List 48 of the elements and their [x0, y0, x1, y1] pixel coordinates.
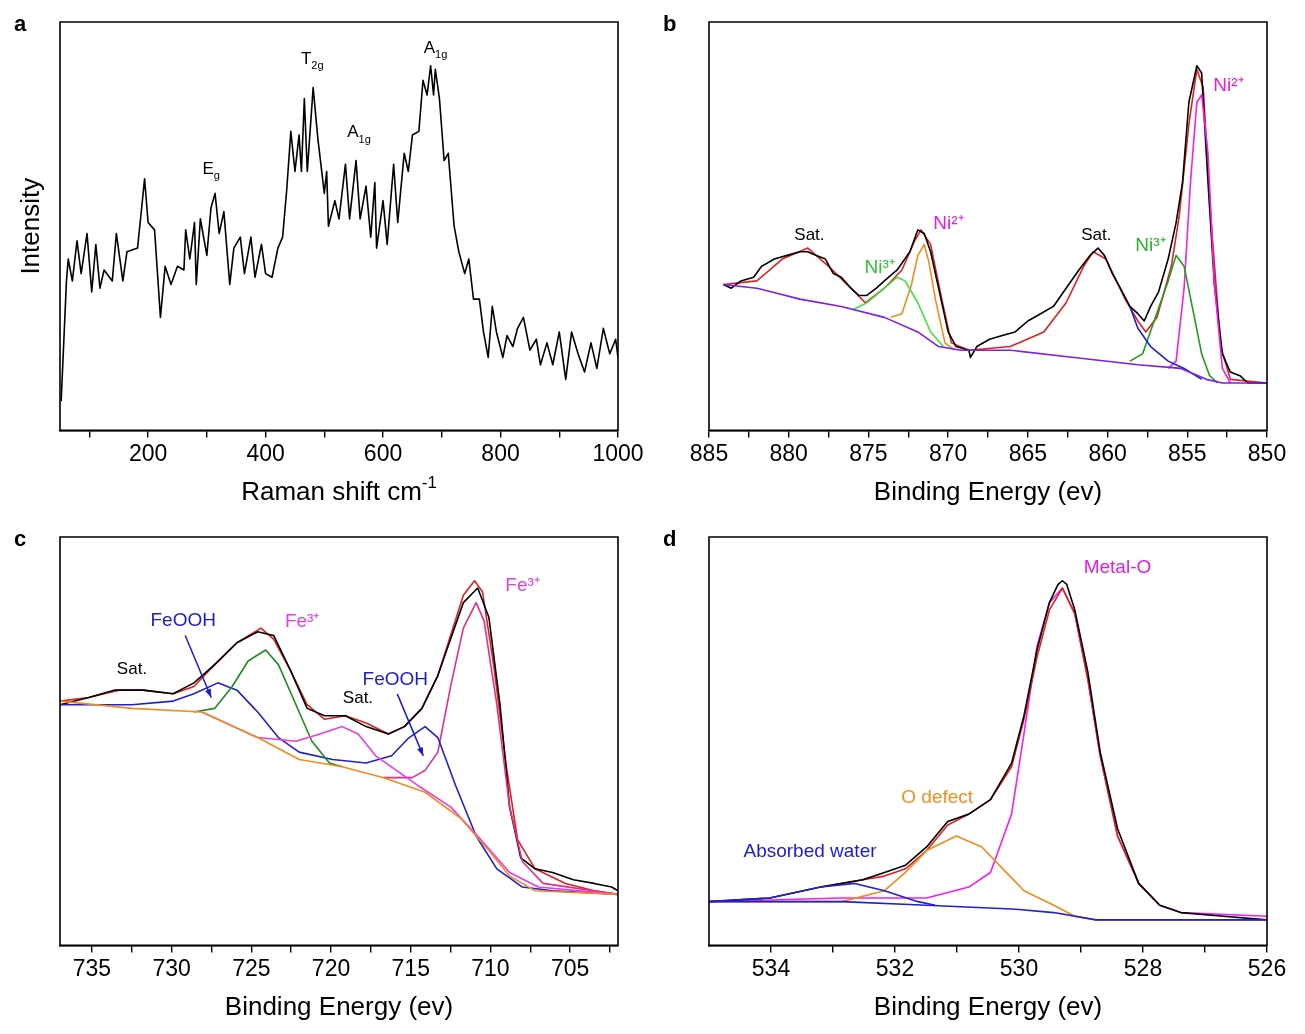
x-tick-label: 865 [1008, 439, 1048, 466]
x-tick-label: 710 [471, 954, 510, 981]
y-axis-title: Intensity [15, 177, 46, 275]
annotation: FeOOH [150, 609, 216, 631]
annotation: Sat. [1081, 224, 1112, 244]
x-tick-label: 880 [769, 439, 808, 466]
x-tick-label: 532 [875, 954, 915, 981]
annotation: Absorbed water [743, 840, 878, 862]
chart-title: c [14, 526, 27, 552]
chart-title: d [663, 526, 677, 552]
x-tick-label: 850 [1247, 439, 1287, 466]
annotation: Ni²⁺ [933, 212, 964, 234]
x-tick-label: 1000 [592, 439, 644, 466]
x-tick-label: 200 [128, 439, 168, 466]
x-tick-label: 860 [1088, 439, 1127, 466]
x-tick-label: 715 [391, 954, 430, 981]
annotation: FeOOH [362, 667, 428, 689]
annotation: Ni³⁺ [1135, 234, 1166, 256]
x-tick-label: 885 [689, 439, 729, 466]
annotation: Sat. [794, 224, 825, 244]
text: Metal-O [1083, 555, 1152, 577]
x-tick-label: 530 [999, 954, 1039, 981]
annotation: Ni³⁺ [864, 255, 895, 277]
x-axis-title: Binding Energy (ev) [224, 991, 454, 1022]
annotation: Fe³⁺ [284, 610, 320, 632]
x-tick-label: 400 [246, 439, 285, 466]
x-axis-title: Binding Energy (ev) [873, 476, 1103, 507]
annotation: O defect [901, 785, 974, 807]
annotation: Sat. [342, 688, 374, 708]
x-tick-label: 705 [550, 954, 590, 981]
chart-title: a [14, 11, 27, 37]
x-tick-label: 875 [849, 439, 888, 466]
x-tick-label: 855 [1168, 439, 1207, 466]
x-tick-label: 528 [1123, 954, 1163, 981]
x-tick-label: 735 [72, 954, 112, 981]
chart-title: b [663, 11, 677, 37]
annotation: Fe³⁺ [505, 574, 540, 596]
x-tick-label: 600 [363, 439, 403, 466]
x-tick-label: 870 [928, 439, 968, 466]
x-tick-label: 534 [751, 954, 791, 981]
x-axis-title: Binding Energy (ev) [873, 991, 1103, 1022]
x-tick-label: 800 [481, 439, 520, 466]
x-tick-label: 725 [232, 954, 271, 981]
x-tick-label: 730 [152, 954, 191, 981]
x-tick-label: 720 [311, 954, 351, 981]
x-tick-label: 526 [1247, 954, 1287, 981]
annotation: Ni²⁺ [1213, 73, 1244, 95]
annotation: Sat. [116, 659, 148, 679]
